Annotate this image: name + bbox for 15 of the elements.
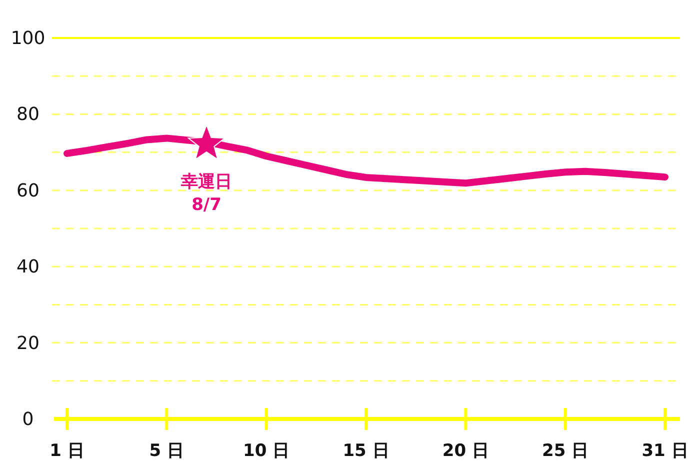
- x-tick-label: 5 日: [149, 441, 184, 461]
- x-tick-label: 10 日: [243, 441, 290, 461]
- x-tick-label: 1 日: [50, 441, 84, 461]
- x-tick-label: 15 日: [342, 441, 390, 461]
- y-tick-label: 60: [16, 180, 40, 202]
- y-tick-label: 100: [10, 28, 46, 49]
- annotation: 幸運日: [180, 172, 232, 192]
- x-tick-label: 31 日: [642, 441, 688, 461]
- y-tick-label: 40: [16, 256, 40, 278]
- y-tick-label: 0: [22, 409, 34, 430]
- x-tick-label: 25 日: [542, 441, 589, 461]
- annotation: 8/7: [192, 195, 222, 216]
- y-tick-label: 20: [16, 332, 40, 354]
- x-tick-label: 20 日: [442, 441, 489, 461]
- y-tick-label: 80: [16, 104, 40, 126]
